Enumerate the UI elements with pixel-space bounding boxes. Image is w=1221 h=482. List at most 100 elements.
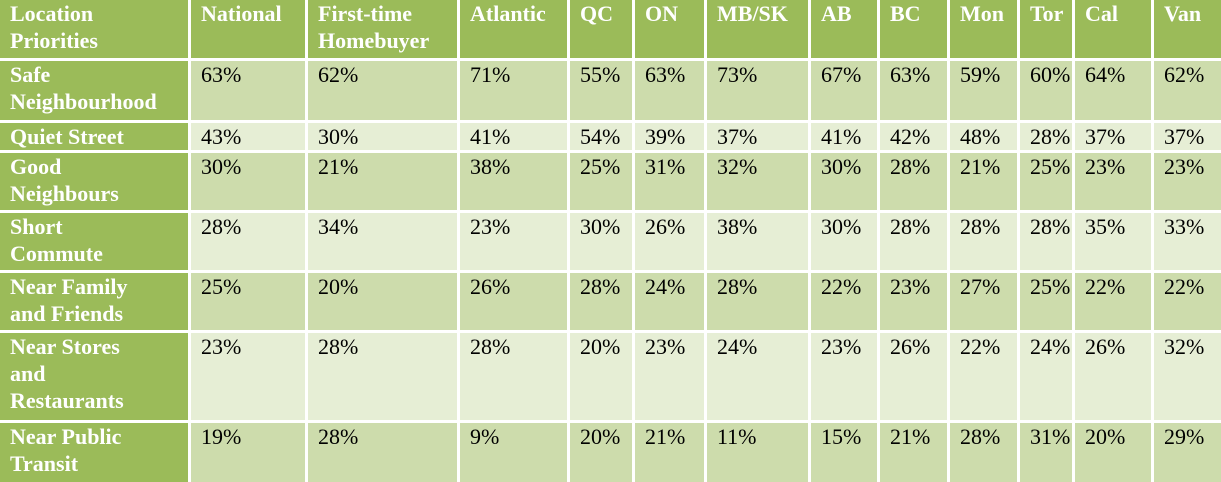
column-header: ON (635, 0, 704, 58)
row-header: Near Family and Friends (0, 273, 188, 330)
table-cell: 20% (570, 423, 632, 482)
table-cell: 28% (191, 213, 305, 270)
column-header: AB (811, 0, 877, 58)
table-cell: 41% (460, 123, 567, 150)
row-header: Quiet Street (0, 123, 188, 150)
column-header: Mon (950, 0, 1017, 58)
table-cell: 54% (570, 123, 632, 150)
table-cell: 39% (635, 123, 704, 150)
table-cell: 35% (1075, 213, 1151, 270)
table-cell: 62% (1154, 61, 1221, 120)
table-cell: 22% (950, 333, 1017, 420)
table-cell: 43% (191, 123, 305, 150)
table-cell: 38% (707, 213, 808, 270)
table-cell: 32% (707, 153, 808, 210)
table-cell: 22% (811, 273, 877, 330)
table-cell: 37% (707, 123, 808, 150)
table-cell: 21% (950, 153, 1017, 210)
row-header: Near Stores and Restaurants (0, 333, 188, 420)
table-cell: 25% (1020, 273, 1072, 330)
table-cell: 25% (1020, 153, 1072, 210)
table-cell: 30% (191, 153, 305, 210)
table-cell: 26% (460, 273, 567, 330)
table-cell: 63% (880, 61, 947, 120)
table-cell: 64% (1075, 61, 1151, 120)
table-cell: 28% (570, 273, 632, 330)
table-cell: 21% (880, 423, 947, 482)
table-cell: 25% (191, 273, 305, 330)
table-cell: 26% (880, 333, 947, 420)
table-cell: 28% (880, 153, 947, 210)
table-cell: 28% (707, 273, 808, 330)
table-cell: 28% (1020, 213, 1072, 270)
table-cell: 20% (570, 333, 632, 420)
table-cell: 30% (811, 153, 877, 210)
table-cell: 60% (1020, 61, 1072, 120)
row-header: Safe Neighbourhood (0, 61, 188, 120)
table-cell: 30% (570, 213, 632, 270)
table-cell: 28% (1020, 123, 1072, 150)
table-cell: 71% (460, 61, 567, 120)
table-cell: 41% (811, 123, 877, 150)
column-header: Tor (1020, 0, 1072, 58)
table-cell: 29% (1154, 423, 1221, 482)
table-cell: 20% (1075, 423, 1151, 482)
table-cell: 63% (191, 61, 305, 120)
table-cell: 28% (308, 333, 457, 420)
table-cell: 23% (1075, 153, 1151, 210)
table-cell: 31% (1020, 423, 1072, 482)
row-header: Short Commute (0, 213, 188, 270)
table-cell: 59% (950, 61, 1017, 120)
table-cell: 34% (308, 213, 457, 270)
table-cell: 30% (811, 213, 877, 270)
table-cell: 32% (1154, 333, 1221, 420)
table-cell: 48% (950, 123, 1017, 150)
table-cell: 28% (950, 213, 1017, 270)
table-cell: 38% (460, 153, 567, 210)
column-header: QC (570, 0, 632, 58)
table-cell: 26% (1075, 333, 1151, 420)
table-cell: 25% (570, 153, 632, 210)
column-header: Van (1154, 0, 1221, 58)
table-cell: 21% (635, 423, 704, 482)
table-cell: 21% (308, 153, 457, 210)
table-cell: 15% (811, 423, 877, 482)
column-header: Atlantic (460, 0, 567, 58)
table-cell: 26% (635, 213, 704, 270)
table-cell: 28% (308, 423, 457, 482)
table-cell: 20% (308, 273, 457, 330)
table-cell: 28% (460, 333, 567, 420)
table-cell: 23% (811, 333, 877, 420)
table-cell: 37% (1075, 123, 1151, 150)
table-cell: 11% (707, 423, 808, 482)
column-header: Location Priorities (0, 0, 188, 58)
table-cell: 23% (460, 213, 567, 270)
table-cell: 23% (635, 333, 704, 420)
table-cell: 28% (950, 423, 1017, 482)
table-cell: 30% (308, 123, 457, 150)
column-header: National (191, 0, 305, 58)
column-header: MB/SK (707, 0, 808, 58)
table-cell: 27% (950, 273, 1017, 330)
table-cell: 42% (880, 123, 947, 150)
table-cell: 73% (707, 61, 808, 120)
table-cell: 55% (570, 61, 632, 120)
table-cell: 22% (1075, 273, 1151, 330)
table-cell: 62% (308, 61, 457, 120)
row-header: Good Neighbours (0, 153, 188, 210)
column-header: Cal (1075, 0, 1151, 58)
table-cell: 28% (880, 213, 947, 270)
table-cell: 37% (1154, 123, 1221, 150)
table-cell: 23% (191, 333, 305, 420)
row-header: Near Public Transit (0, 423, 188, 482)
table-cell: 23% (880, 273, 947, 330)
table-cell: 19% (191, 423, 305, 482)
table-cell: 31% (635, 153, 704, 210)
table-cell: 63% (635, 61, 704, 120)
table-cell: 24% (707, 333, 808, 420)
column-header: First-time Homebuyer (308, 0, 457, 58)
table-cell: 23% (1154, 153, 1221, 210)
column-header: BC (880, 0, 947, 58)
table-cell: 67% (811, 61, 877, 120)
